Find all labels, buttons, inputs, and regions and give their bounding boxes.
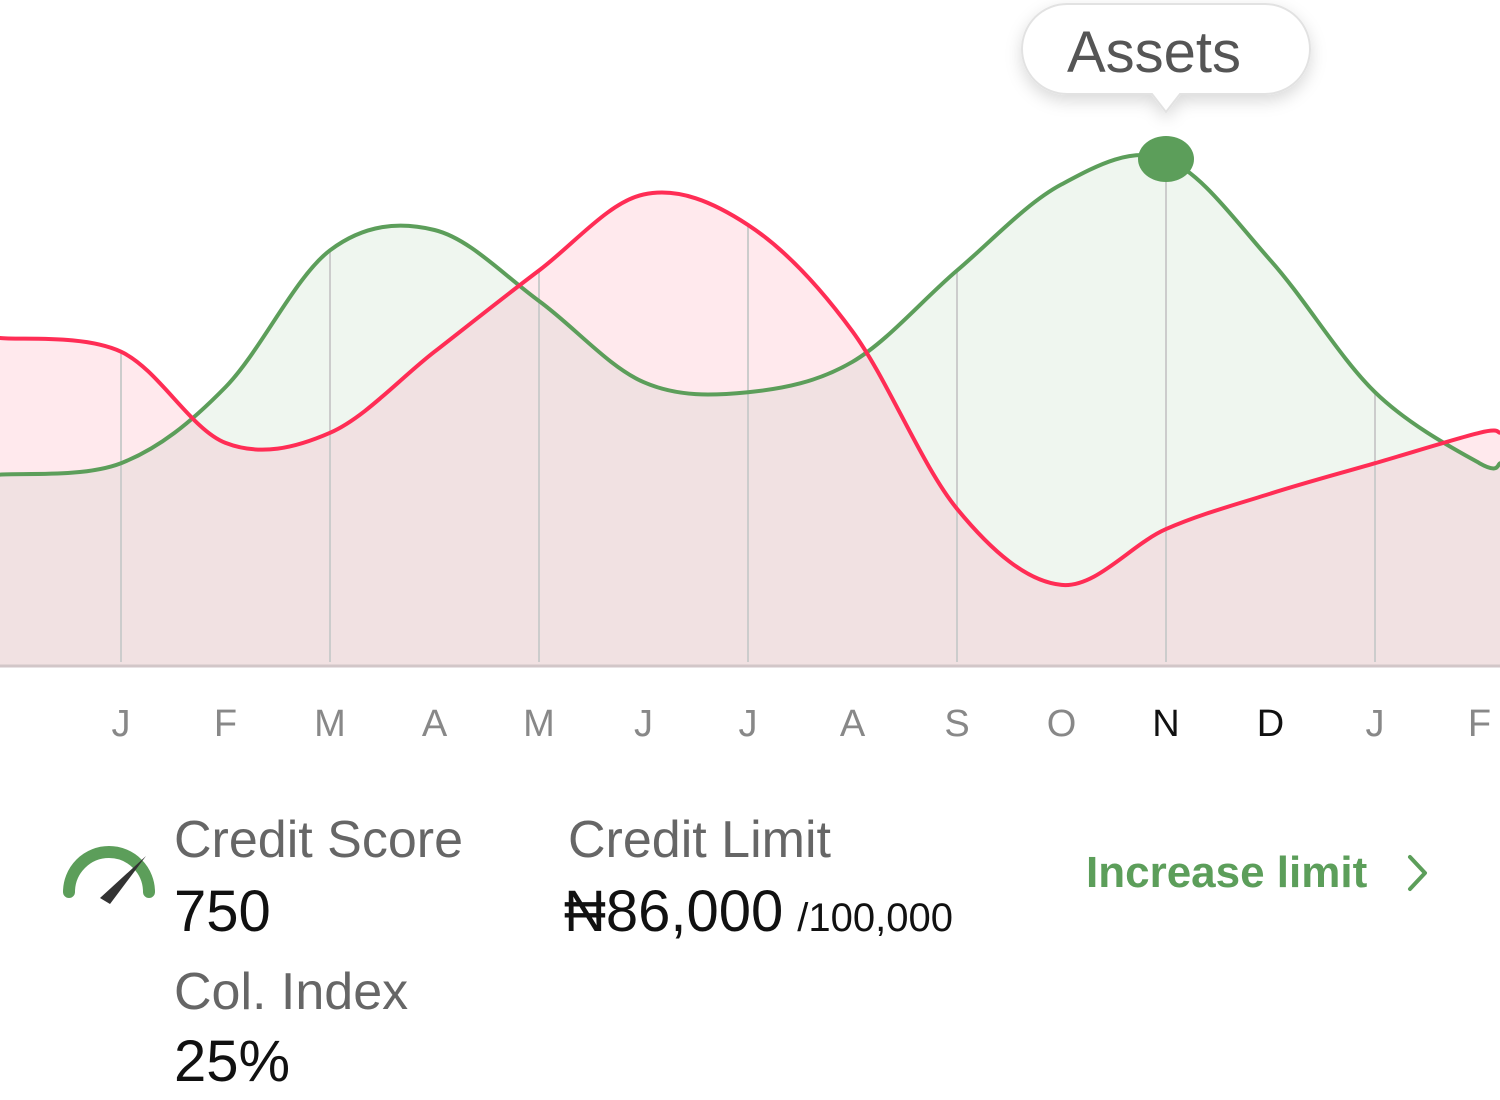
- gauge-needle: [100, 856, 146, 904]
- x-tick-label: O: [1047, 703, 1077, 745]
- grid-layer: [0, 159, 1500, 668]
- x-tick-label: J: [634, 703, 653, 745]
- area-layer: [0, 155, 1500, 666]
- assets-liabilities-chart: J F M A M J J A S O N D J F Assets: [0, 3, 1500, 745]
- col-index-label: Col. Index: [174, 963, 409, 1021]
- x-tick-label: S: [944, 703, 969, 745]
- x-tick-label: A: [840, 703, 866, 745]
- increase-limit-button[interactable]: Increase limit: [1086, 848, 1429, 898]
- increase-limit-label: Increase limit: [1086, 848, 1368, 897]
- x-tick-label: N: [1152, 703, 1179, 745]
- gauge-arc: [63, 846, 155, 898]
- tooltip-label: Assets: [1067, 20, 1241, 85]
- credit-limit-value: ₦86,000: [564, 879, 784, 944]
- area-overlap: [0, 192, 1500, 666]
- chevron-right-icon: [1408, 855, 1428, 891]
- col-index-value: 25%: [174, 1029, 291, 1094]
- credit-limit-label: Credit Limit: [568, 811, 831, 869]
- credit-score-value: 750: [174, 879, 271, 944]
- credit-limit-row: ₦86,000/100,000: [564, 878, 953, 945]
- credit-score-label: Credit Score: [174, 811, 463, 869]
- line-assets: [0, 153, 1500, 477]
- x-tick-label: J: [1366, 703, 1385, 745]
- x-tick-label: D: [1257, 703, 1284, 745]
- tooltip-bubble: [1021, 3, 1311, 114]
- x-tick-label: A: [422, 703, 448, 745]
- tooltip: Assets: [1021, 3, 1311, 114]
- x-tick-label: M: [523, 703, 555, 745]
- x-tick-label: M: [314, 703, 346, 745]
- marker-layer[interactable]: [1138, 136, 1194, 182]
- line-series-1: [0, 190, 1500, 587]
- line-layer: [0, 153, 1500, 587]
- speedometer-icon: [63, 846, 155, 904]
- x-tick-label: F: [214, 703, 237, 745]
- credit-limit-max: /100,000: [797, 896, 953, 940]
- data-point-marker: [1138, 136, 1194, 182]
- x-tick-label: J: [112, 703, 131, 745]
- x-tick-label: J: [739, 703, 758, 745]
- x-tick-label: F: [1468, 703, 1491, 745]
